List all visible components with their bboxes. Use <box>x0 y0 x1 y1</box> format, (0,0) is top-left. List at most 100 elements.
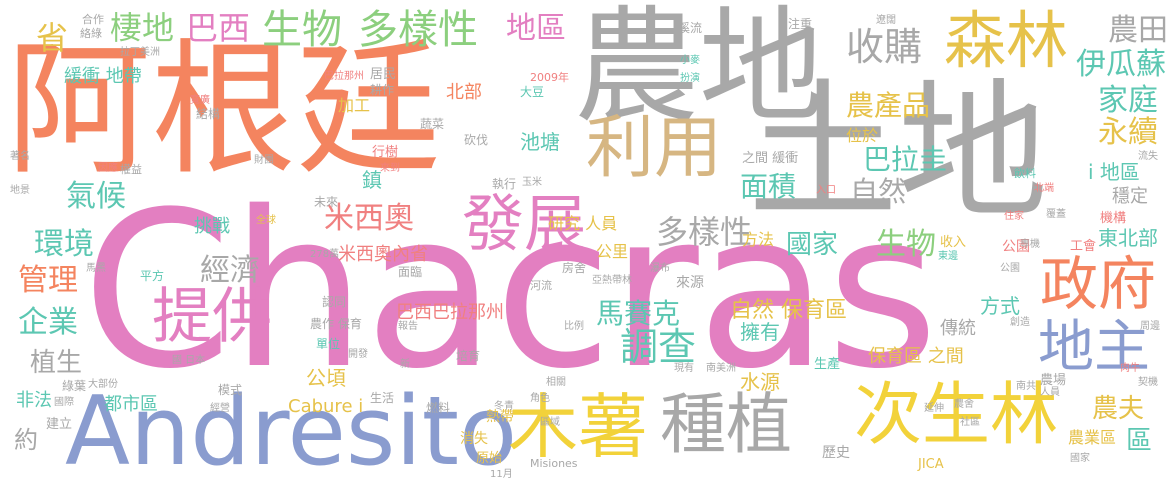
word-企業: 企業 <box>18 305 78 340</box>
word-自然: 自然 <box>850 175 907 208</box>
word-因應: 因應 <box>98 163 118 174</box>
word-比例: 比例 <box>564 321 584 332</box>
word-收入: 收入 <box>940 235 967 250</box>
word-機構: 機構 <box>1100 211 1127 226</box>
word-巴拉那州: 巴拉那州 <box>324 71 364 82</box>
word-伊瓜蘇: 伊瓜蘇 <box>1076 47 1166 82</box>
word-農作保育: 農作 保育 <box>310 317 362 331</box>
word-契機: 契機 <box>1138 377 1158 388</box>
word-大部份: 大部份 <box>88 379 118 390</box>
word-加工: 加工 <box>338 96 371 115</box>
word-開發: 開發 <box>348 349 368 360</box>
word-熱帶: 熱帶 <box>486 409 514 425</box>
word-歷史: 歷史 <box>822 445 850 461</box>
word-結構: 結構 <box>196 107 221 121</box>
word-環境: 環境 <box>34 227 94 262</box>
word-種植: 種植 <box>660 386 792 463</box>
word-chacras: Chacras <box>82 165 939 416</box>
word-人員: 人員 <box>1040 387 1060 398</box>
word-阿根廷: 阿根廷 <box>6 26 441 195</box>
word-河流: 河流 <box>530 279 552 292</box>
word-入口: 入口 <box>816 185 836 196</box>
word-方法: 方法 <box>742 230 775 249</box>
word-蔬菜: 蔬菜 <box>420 117 445 131</box>
word-自然保育區: 自然 保育區 <box>730 298 847 323</box>
word-綠葉: 綠葉 <box>62 379 87 393</box>
word-耕作: 耕作 <box>370 83 395 97</box>
word-278萬: 278萬 <box>310 249 340 260</box>
word-砍伐: 砍伐 <box>464 133 489 147</box>
word-居民: 居民 <box>370 67 397 82</box>
word-周邊: 周邊 <box>1140 321 1160 332</box>
word-注重: 注重 <box>788 17 813 31</box>
word-i地區: i 地區 <box>1088 160 1140 184</box>
word-經營: 經營 <box>210 403 230 414</box>
word-飲料: 飲料 <box>1014 167 1036 180</box>
word-著名: 著名 <box>10 151 30 162</box>
word-省: 省 <box>36 19 69 57</box>
word-木薯: 木薯 <box>508 386 648 468</box>
word-馬賽克: 馬賽克 <box>596 297 681 330</box>
word-國家: 國家 <box>786 230 839 260</box>
word-大豆: 大豆 <box>520 85 545 99</box>
word-培育: 培育 <box>456 349 481 363</box>
word-植生: 植生 <box>30 348 83 378</box>
word-研究人員: 研究 人員 <box>548 214 618 233</box>
word-小麥: 小麥 <box>680 55 700 66</box>
word-地區: 地區 <box>506 11 566 46</box>
word-挑戰: 挑戰 <box>194 216 230 237</box>
word-覆蓋: 覆蓋 <box>1046 209 1066 220</box>
word-生活: 生活 <box>370 391 395 405</box>
word-創造: 創造 <box>1010 317 1030 328</box>
word-2009年: 2009年 <box>530 71 569 84</box>
word-報告: 報告 <box>398 321 418 332</box>
word-馬黑: 馬黑 <box>86 263 106 274</box>
word-扮演: 扮演 <box>680 73 700 84</box>
word-權益: 權益 <box>120 163 142 176</box>
word-農產品: 農產品 <box>846 89 931 122</box>
word-遼闊: 遼闊 <box>876 15 896 26</box>
word-生物-top: 生物 <box>262 7 342 53</box>
word-現有: 現有 <box>674 363 694 374</box>
word-都市區: 都市區 <box>104 394 158 415</box>
word-流失: 流失 <box>1138 151 1158 162</box>
word-北部: 北部 <box>446 82 482 103</box>
word-多樣性-mid: 多樣性 <box>656 213 753 251</box>
word-11月: 11月 <box>490 469 513 480</box>
word-角色: 角色 <box>530 393 550 404</box>
word-農地: 農地 <box>574 0 824 140</box>
word-區: 區 <box>1126 426 1153 456</box>
word-亞熱帶林: 亞熱帶林 <box>592 275 632 286</box>
word-國日本: 國 日本 <box>172 355 206 366</box>
word-米西奧: 米西奧 <box>324 201 414 236</box>
word-房舍: 房舍 <box>562 261 587 275</box>
word-原始: 原始 <box>476 451 503 466</box>
word-巴西巴拉那州: 巴西巴拉那州 <box>396 302 504 323</box>
word-東北部: 東北部 <box>1098 226 1158 250</box>
word-新: 新 <box>400 359 410 370</box>
word-次生林: 次生林 <box>854 376 1059 455</box>
word-寬廣: 寬廣 <box>190 95 210 106</box>
word-管理: 管理 <box>18 263 78 298</box>
word-擁有: 擁有 <box>740 320 780 344</box>
word-瀑布: 瀑布 <box>650 263 670 274</box>
word-提供: 提供 <box>152 282 272 352</box>
word-肉牛: 肉牛 <box>1120 363 1140 374</box>
word-未來: 未來 <box>314 195 339 209</box>
word-區域: 區域 <box>540 417 560 428</box>
word-方式: 方式 <box>980 294 1020 318</box>
word-andresito: Andresito <box>65 377 518 482</box>
word-專機: 專機 <box>1020 239 1040 250</box>
word-棲地: 棲地 <box>110 9 175 47</box>
word-約: 約 <box>14 426 38 454</box>
word-鎮: 鎮 <box>362 168 382 192</box>
word-合作: 合作 <box>82 13 104 26</box>
word-農田: 農田 <box>1108 13 1168 48</box>
word-生物-mid: 生物 <box>876 227 936 262</box>
word-米西奧內省: 米西奧內省 <box>338 244 428 265</box>
word-建立: 建立 <box>46 417 73 432</box>
word-經濟: 經濟 <box>200 253 260 288</box>
word-misiones: Misiones <box>530 457 578 470</box>
word-農業區: 農業區 <box>1068 428 1117 447</box>
word-認同: 認同 <box>322 295 347 309</box>
